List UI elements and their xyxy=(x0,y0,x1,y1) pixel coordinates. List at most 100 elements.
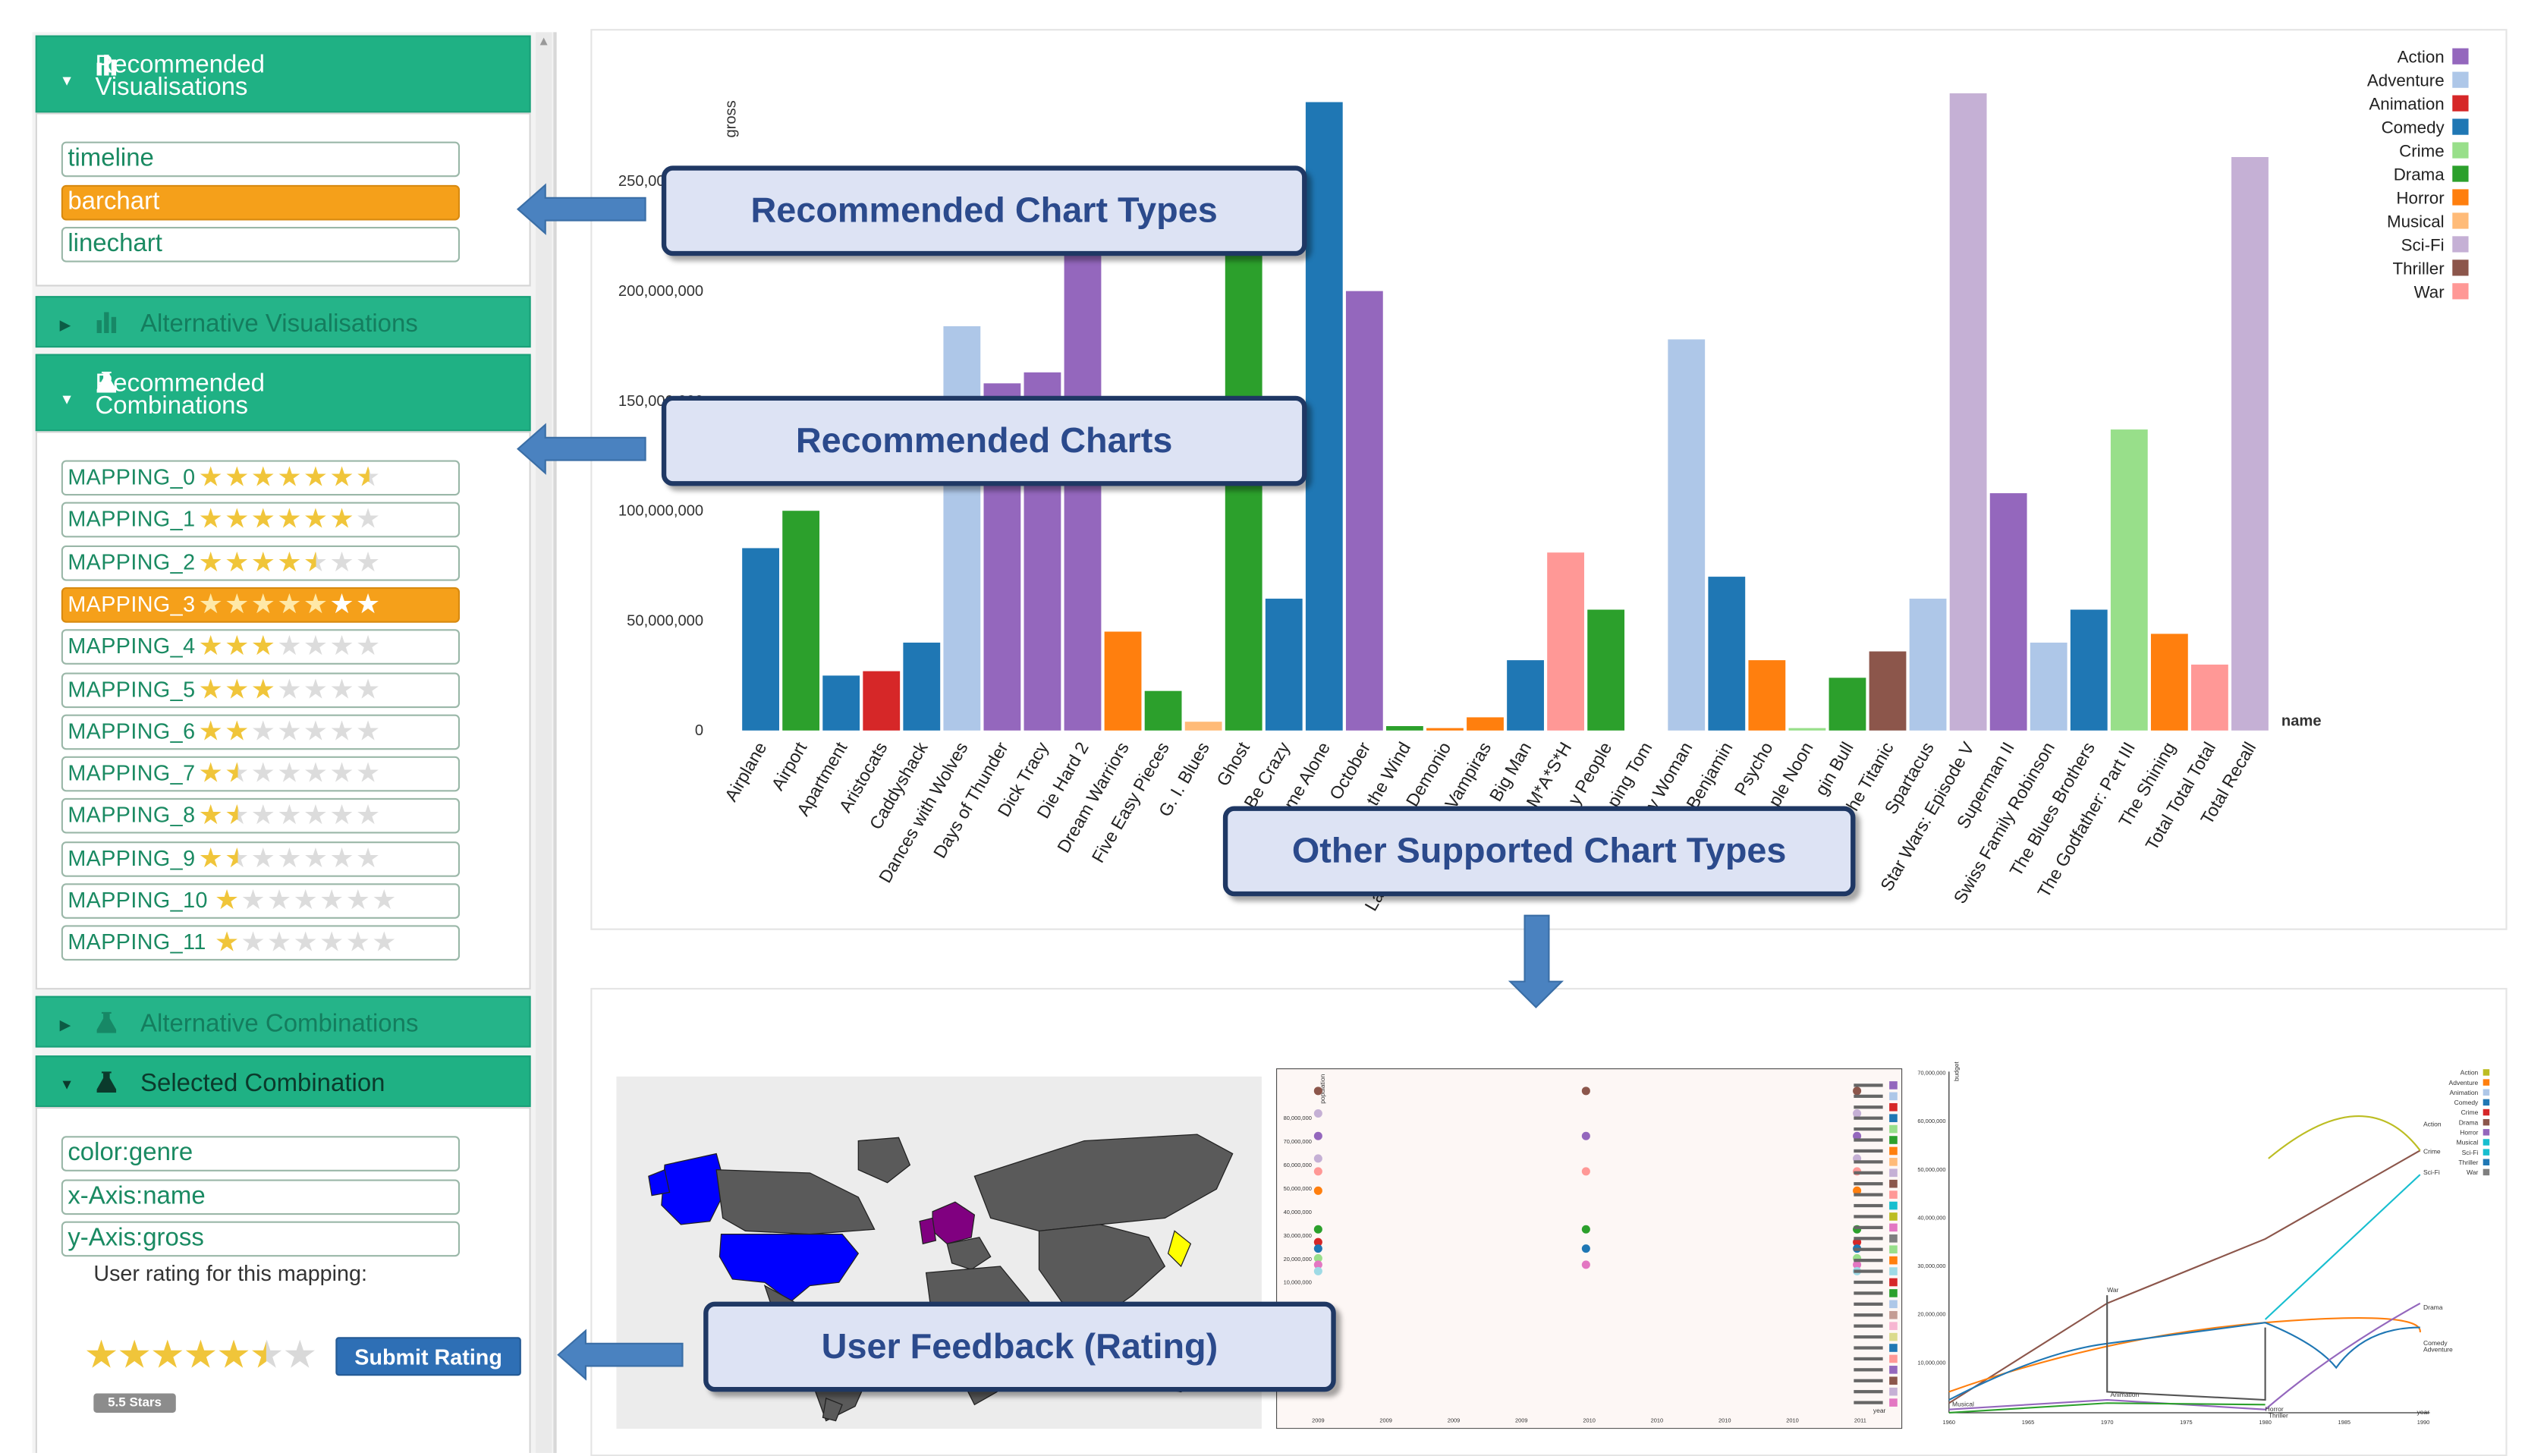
mapping-item[interactable]: MAPPING_5 ★★★★★★★ xyxy=(61,671,461,708)
mapping-y-axis: y-Axis:gross xyxy=(61,1221,461,1257)
rating-stars[interactable]: ★★★★★★★ xyxy=(83,1334,317,1378)
callout-other-chart-types: Other Supported Chart Types xyxy=(1222,806,1856,897)
legend-label: Adventure xyxy=(2367,71,2445,90)
selected-combination-header[interactable]: ▼ Selected Combination xyxy=(35,1055,531,1108)
scroll-up-icon[interactable]: ▲ xyxy=(537,33,551,49)
alternative-combinations-header[interactable]: ▶ Alternative Combinations xyxy=(35,995,531,1048)
mapping-item[interactable]: MAPPING_1 ★★★★★★★ xyxy=(61,502,461,538)
y-tick-label: 200,000,000 xyxy=(618,283,703,300)
scatter-legend-swatch xyxy=(1889,1146,1898,1156)
mapping-label: MAPPING_10 xyxy=(68,888,208,913)
line-y-label: budget xyxy=(1953,1062,1961,1081)
mapping-item[interactable]: MAPPING_11 ★★★★★★★ xyxy=(61,926,461,961)
scatter-x-label: year xyxy=(1873,1407,1886,1414)
bar xyxy=(1668,339,1706,731)
bar-chart-icon xyxy=(96,312,117,333)
line-legend-label: Horror xyxy=(2460,1129,2478,1137)
submit-rating-button[interactable]: Submit Rating xyxy=(335,1337,521,1376)
scatter-legend-label xyxy=(1854,1215,1883,1219)
scatter-legend-swatch xyxy=(1889,1376,1898,1385)
alternative-visualisations-header[interactable]: ▶ Alternative Visualisations xyxy=(35,296,531,348)
scatter-legend-swatch xyxy=(1889,1398,1898,1407)
bar xyxy=(943,325,981,731)
bar xyxy=(1507,660,1544,731)
mapping-item[interactable]: MAPPING_0 ★★★★★★★ xyxy=(61,460,461,496)
bar xyxy=(2030,642,2067,731)
bar xyxy=(1547,552,1585,731)
bar xyxy=(1467,717,1504,731)
mapping-label: MAPPING_1 xyxy=(68,507,196,532)
line-x-label: year xyxy=(2417,1408,2429,1416)
line-legend-swatch xyxy=(2483,1099,2490,1106)
flask-icon xyxy=(96,371,117,393)
vis-item-linechart[interactable]: linechart xyxy=(61,227,461,263)
line-series-label: Crime xyxy=(2423,1148,2441,1156)
scatter-legend-label xyxy=(1854,1237,1883,1241)
mapping-item[interactable]: MAPPING_9 ★★★★★★★ xyxy=(61,841,461,877)
chevron-right-icon: ▶ xyxy=(59,316,71,333)
rating-prompt: User rating for this mapping: xyxy=(93,1261,367,1286)
line-x-tick: 1960 xyxy=(1943,1419,1956,1426)
y-tick-label: 50,000,000 xyxy=(627,612,703,629)
line-y-tick: 10,000,000 xyxy=(1917,1359,1945,1366)
chevron-down-icon: ▼ xyxy=(59,72,74,89)
scatter-point xyxy=(1313,1186,1322,1195)
star-rating: ★★★★★★★ xyxy=(198,758,382,789)
mapping-item[interactable]: MAPPING_10 ★★★★★★★ xyxy=(61,883,461,919)
scatter-legend-label xyxy=(1854,1390,1883,1394)
scatter-y-tick: 10,000,000 xyxy=(1284,1279,1312,1286)
line-x-tick: 1990 xyxy=(2417,1419,2430,1426)
scatter-point xyxy=(1313,1260,1322,1269)
line-legend-label: War xyxy=(2467,1168,2478,1176)
scatter-point xyxy=(1313,1253,1322,1263)
scatter-legend-label xyxy=(1854,1138,1883,1142)
line-legend-label: Adventure xyxy=(2449,1079,2479,1086)
scatter-legend-swatch xyxy=(1889,1289,1898,1297)
legend-swatch xyxy=(2452,165,2469,182)
scatter-legend-swatch xyxy=(1889,1310,1898,1319)
scatter-y-tick: 80,000,000 xyxy=(1284,1115,1312,1121)
scatter-point xyxy=(1313,1167,1322,1176)
recommended-combinations-header[interactable]: ▼ Recommended Combinations xyxy=(35,354,531,432)
bar xyxy=(1184,722,1222,731)
mapping-item[interactable]: MAPPING_6 ★★★★★★★ xyxy=(61,714,461,750)
mapping-x-axis: x-Axis:name xyxy=(61,1179,461,1215)
scatter-point xyxy=(1313,1244,1322,1253)
mapping-item[interactable]: MAPPING_3 ★★★★★★★ xyxy=(61,586,461,623)
scatter-plot-thumbnail[interactable]: 80,000,000 70,000,000 60,000,000 50,000,000… xyxy=(1276,1068,1903,1429)
scatter-x-tick: 2010 xyxy=(1583,1417,1596,1424)
star-rating: ★★★★★★★ xyxy=(198,673,382,704)
line-legend-label: Crime xyxy=(2461,1109,2479,1116)
sidebar-scrollbar[interactable] xyxy=(535,32,552,1453)
y-axis-label: gross xyxy=(723,100,740,137)
line-legend-swatch xyxy=(2483,1149,2490,1156)
scatter-legend-swatch xyxy=(1889,1344,1898,1352)
line-x-tick: 1975 xyxy=(2180,1419,2193,1426)
vis-item-timeline[interactable]: timeline xyxy=(61,141,461,178)
mapping-item[interactable]: MAPPING_2 ★★★★★★★ xyxy=(61,545,461,580)
scatter-point xyxy=(1853,1131,1862,1140)
line-series xyxy=(1948,1402,2266,1414)
recommended-visualisations-header[interactable]: ▼ Recommended Visualisations xyxy=(35,35,531,113)
mapping-item[interactable]: MAPPING_4 ★★★★★★★ xyxy=(61,629,461,665)
scatter-x-tick: 2010 xyxy=(1718,1417,1731,1424)
line-chart-thumbnail[interactable]: 70,000,000 60,000,000 50,000,000 40,000,000… xyxy=(1913,1061,2505,1429)
bar xyxy=(1788,728,1826,731)
selected-combination-title: Selected Combination xyxy=(140,1070,385,1098)
star-rating: ★★★★★★★ xyxy=(198,715,382,747)
scatter-legend-swatch xyxy=(1889,1300,1898,1309)
mapping-item[interactable]: MAPPING_8 ★★★★★★★ xyxy=(61,798,461,835)
scatter-point xyxy=(1581,1260,1590,1269)
bar xyxy=(1385,726,1423,731)
scatter-y-tick: 50,000,000 xyxy=(1284,1185,1312,1192)
star-rating: ★★★★★★★ xyxy=(198,504,382,535)
bar xyxy=(2070,609,2108,731)
vis-item-barchart[interactable]: barchart xyxy=(61,184,461,221)
scatter-point xyxy=(1853,1086,1862,1096)
line-series-label: Animation xyxy=(2110,1391,2139,1398)
legend-swatch xyxy=(2452,236,2469,253)
line-series-label: Musical xyxy=(1952,1401,1974,1408)
bar xyxy=(1708,577,1746,731)
mapping-item[interactable]: MAPPING_7 ★★★★★★★ xyxy=(61,756,461,792)
star-rating: ★★★★★★★ xyxy=(214,927,398,958)
